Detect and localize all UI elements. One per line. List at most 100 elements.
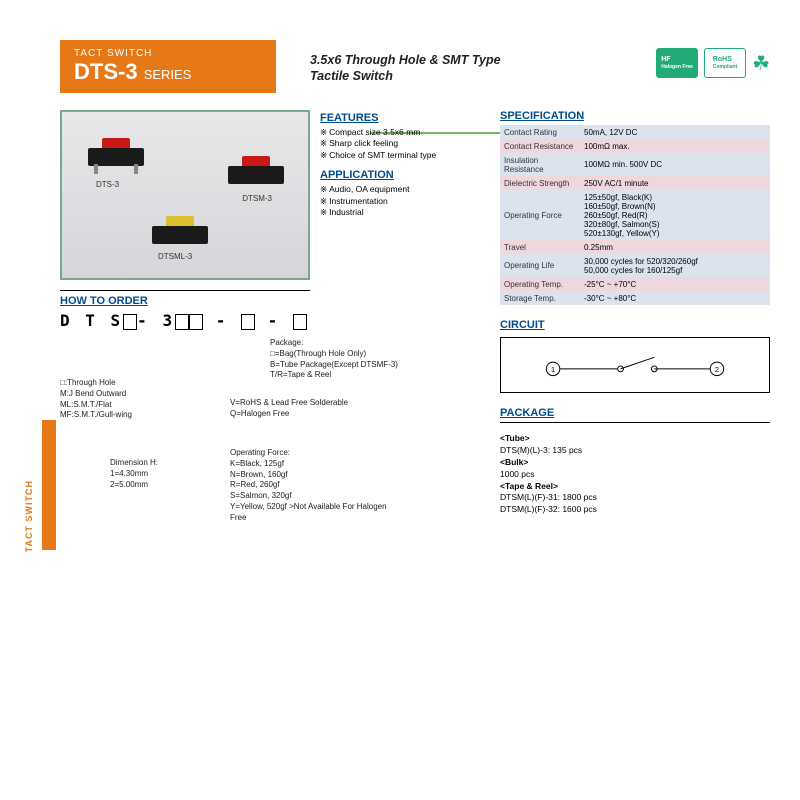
spec-row: Operating Temp.-25°C ~ +70°C [500,277,770,291]
left-column: DTS-3 DTSM-3 DTSML-3 HOW TO ORDER D T S-… [60,110,310,538]
rohs-logo: RoHSCompliant [704,48,746,78]
spec-val: -30°C ~ +80°C [580,291,770,305]
spec-val: 30,000 cycles for 520/320/260gf 50,000 c… [580,254,770,277]
divider [500,422,770,423]
spec-key: Insulation Resistance [500,153,580,176]
note-title: Package: [270,338,440,349]
logo1-text: HF [661,56,670,63]
spec-key: Operating Life [500,254,580,277]
spec-row: Insulation Resistance100MΩ min. 500V DC [500,153,770,176]
logo2-sub: Compliant [713,64,737,70]
feature-item: Choice of SMT terminal type [320,150,490,161]
switch-leg [94,164,98,174]
pkg-tr-line: DTSM(L)(F)-31: 1800 pcs [500,492,597,502]
note-line: 2=5.00mm [110,480,210,491]
pkg-bulk-line: 1000 pcs [500,469,535,479]
note-title: Operating Force: [230,448,390,459]
note-line: 1=4.30mm [110,469,210,480]
note-line: R=Red, 260gf [230,480,390,491]
header-category: TACT SWITCH [74,48,262,59]
note-line: T/R=Tape & Reel [270,370,440,381]
spec-key: Operating Temp. [500,277,580,291]
application-heading: APPLICATION [320,169,490,181]
switch-dtsm3 [228,156,284,184]
middle-column: FEATURES Compact size 3.5x6 mm Sharp cli… [320,110,490,219]
note-line: S=Salmon, 320gf [230,491,292,500]
code-box [189,314,203,330]
code-box [293,314,307,330]
order-dim-notes: Dimension H: 1=4.30mm 2=5.00mm [110,458,210,490]
spec-val: 250V AC/1 minute [580,176,770,190]
spec-val: 125±50gf, Black(K) 160±50gf, Brown(N) 26… [580,190,770,240]
switch-base [228,166,284,184]
series-suffix: SERIES [144,67,192,82]
package-heading: PACKAGE [500,407,770,419]
application-item: Instrumentation [320,196,490,207]
series-name: DTS-3 [74,59,138,84]
order-code: D T S- 3 - - [60,311,310,330]
side-tab-bar [42,420,56,550]
note-line: ML:S.M.T./Flat [60,400,170,411]
spec-key: Storage Temp. [500,291,580,305]
order-env-notes: V=RoHS & Lead Free Solderable Q=Halogen … [230,398,400,420]
pkg-tube-head: <Tube> [500,433,530,443]
order-tree: □:Through Hole M:J Bend Outward ML:S.M.T… [60,338,310,538]
pkg-bulk-head: <Bulk> [500,457,528,467]
spec-heading: SPECIFICATION [500,110,770,122]
spec-row: Contact Rating50mA, 12V DC [500,125,770,139]
note-title: Dimension H: [110,458,210,469]
spec-row: Travel0.25mm [500,240,770,254]
code-box [175,314,189,330]
note-line: B=Tube Package(Except DTSMF-3) [270,360,440,371]
note-line: □=Bag(Through Hole Only) [270,349,440,360]
feature-item: Compact size 3.5x6 mm [320,127,490,138]
spec-key: Operating Force [500,190,580,240]
spec-val: 100MΩ min. 500V DC [580,153,770,176]
pkg-tr-line: DTSM(L)(F)-32: 1600 pcs [500,504,597,514]
circuit-diagram: 1 2 [500,337,770,393]
spec-row: Operating Life30,000 cycles for 520/320/… [500,254,770,277]
svg-text:1: 1 [551,365,555,374]
switch-dtsml3 [152,216,208,244]
clover-icon: ☘ [752,51,770,76]
header-series: DTS-3 SERIES [74,59,262,85]
application-item: Industrial [320,207,490,218]
code-box [241,314,255,330]
application-list: Audio, OA equipment Instrumentation Indu… [320,184,490,218]
spec-key: Travel [500,240,580,254]
note-line: MF:S.M.T./Gull-wing [60,410,170,421]
note-line: Q=Halogen Free [230,409,400,420]
divider [60,290,310,291]
order-pkg-notes: Package: □=Bag(Through Hole Only) B=Tube… [270,338,440,381]
spec-row: Storage Temp.-30°C ~ +80°C [500,291,770,305]
spec-val: 0.25mm [580,240,770,254]
spec-key: Contact Resistance [500,139,580,153]
features-heading: FEATURES [320,112,490,124]
code-box [123,314,137,330]
switch-base [152,226,208,244]
logo1-sub: Halogen Free [661,64,693,70]
order-force-notes: Operating Force: K=Black, 125gf N=Brown,… [230,448,390,524]
label-dtsm3: DTSM-3 [242,194,272,203]
spec-key: Dielectric Strength [500,176,580,190]
note-line: M:J Bend Outward [60,389,170,400]
package-info: <Tube> DTS(M)(L)-3: 135 pcs <Bulk> 1000 … [500,433,770,516]
code-prefix: D T S [60,311,123,330]
note-line: Y=Yellow, 520gf [230,502,287,511]
note-line: K=Black, 125gf [230,459,390,470]
spec-row: Operating Force125±50gf, Black(K) 160±50… [500,190,770,240]
spec-val: 50mA, 12V DC [580,125,770,139]
svg-text:2: 2 [715,365,719,374]
feature-item: Sharp click feeling [320,138,490,149]
halogen-free-logo: HFHalogen Free [656,48,698,78]
switch-dts3 [88,138,144,166]
note-line: V=RoHS & Lead Free Solderable [230,398,400,409]
compliance-logos: HFHalogen Free RoHSCompliant ☘ [656,48,770,78]
note-line: □:Through Hole [60,378,170,389]
spec-row: Dielectric Strength250V AC/1 minute [500,176,770,190]
circuit-heading: CIRCUIT [500,319,770,331]
switch-leg [134,164,138,174]
label-dts3: DTS-3 [96,180,119,189]
spec-table: Contact Rating50mA, 12V DCContact Resist… [500,125,770,305]
circuit-svg: 1 2 [501,338,769,392]
